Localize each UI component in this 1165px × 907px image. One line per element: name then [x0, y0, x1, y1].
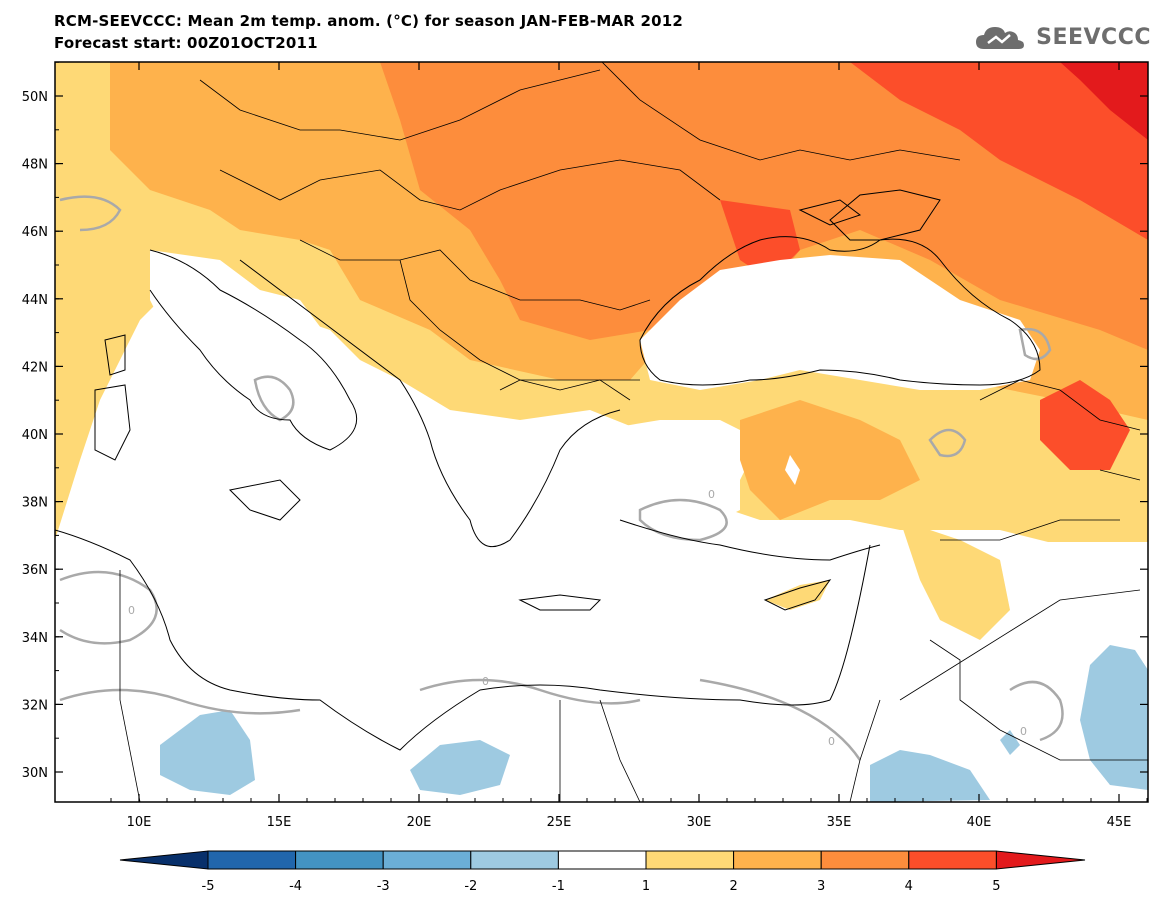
colorbar-segment — [207, 850, 297, 870]
colorbar-segment — [645, 850, 735, 870]
colorbar-segment — [557, 850, 647, 870]
coastlines — [55, 189, 1041, 751]
forecast-start-label: Forecast start: 00Z01OCT2011 — [54, 34, 318, 52]
lat-tick-label: 44N — [22, 293, 48, 308]
lat-tick-label: 32N — [22, 698, 48, 713]
colorbar-label: 5 — [992, 879, 1000, 894]
lat-tick-label: 46N — [22, 225, 48, 240]
lon-tick-label: 30E — [687, 815, 712, 830]
colorbar-label: 4 — [905, 879, 913, 894]
colorbar-label: -2 — [464, 879, 477, 894]
lat-tick-label: 30N — [22, 766, 48, 781]
colorbar-segment — [820, 850, 910, 870]
lon-tick-label: 10E — [127, 815, 152, 830]
colorbar: -5 -4 -3 -2 -1 1 2 3 4 5 — [119, 850, 1086, 894]
colorbar-segment — [295, 850, 384, 870]
longitude-axis: 10E 15E 20E 25E 30E 35E 40E 45E — [110, 62, 1148, 830]
colorbar-label: -5 — [202, 879, 215, 894]
colorbar-label: -1 — [552, 879, 565, 894]
colorbar-label: 2 — [729, 879, 737, 894]
zero-contours — [59, 195, 1064, 761]
lon-tick-label: 45E — [1107, 815, 1132, 830]
lat-tick-label: 34N — [22, 631, 48, 646]
contour-label: 0 — [828, 735, 835, 748]
colorbar-segment — [908, 850, 997, 870]
lat-tick-label: 48N — [22, 158, 48, 173]
colorbar-label: 3 — [817, 879, 825, 894]
contour-label: 0 — [482, 675, 489, 688]
map-title: RCM-SEEVCCC: Mean 2m temp. anom. (°C) fo… — [54, 12, 683, 30]
lon-tick-label: 40E — [967, 815, 992, 830]
map-frame — [54, 61, 1149, 803]
contour-label: 0 — [708, 488, 715, 501]
country-borders — [119, 62, 1148, 802]
lon-tick-label: 25E — [547, 815, 572, 830]
colorbar-segment — [382, 850, 472, 870]
lat-tick-label: 38N — [22, 496, 48, 511]
colorbar-max-extension — [995, 850, 1086, 870]
contour-label: 0 — [128, 604, 135, 617]
colorbar-label: -4 — [289, 879, 302, 894]
lon-tick-label: 35E — [827, 815, 852, 830]
lat-tick-label: 42N — [22, 360, 48, 375]
colorbar-segment — [733, 850, 822, 870]
lon-tick-label: 15E — [267, 815, 292, 830]
lat-tick-label: 40N — [22, 428, 48, 443]
colorbar-label: 1 — [642, 879, 650, 894]
lat-tick-label: 36N — [22, 563, 48, 578]
colorbar-min-extension — [119, 850, 209, 870]
latitude-axis: 50N 48N 46N 44N 42N 40N 38N 36N 34N 32N 30N — [22, 61, 1148, 781]
colorbar-label: -3 — [377, 879, 390, 894]
colorbar-segment — [470, 850, 559, 870]
anomaly-field: 0 0 0 0 0 — [55, 62, 1148, 802]
cloud-logo-icon — [976, 27, 1025, 49]
lat-tick-label: 50N — [22, 90, 48, 105]
logo-text: SEEVCCC — [1036, 24, 1151, 50]
contour-label: 0 — [1020, 725, 1027, 738]
seevccc-logo: SEEVCCC — [974, 20, 1151, 54]
lon-tick-label: 20E — [407, 815, 432, 830]
